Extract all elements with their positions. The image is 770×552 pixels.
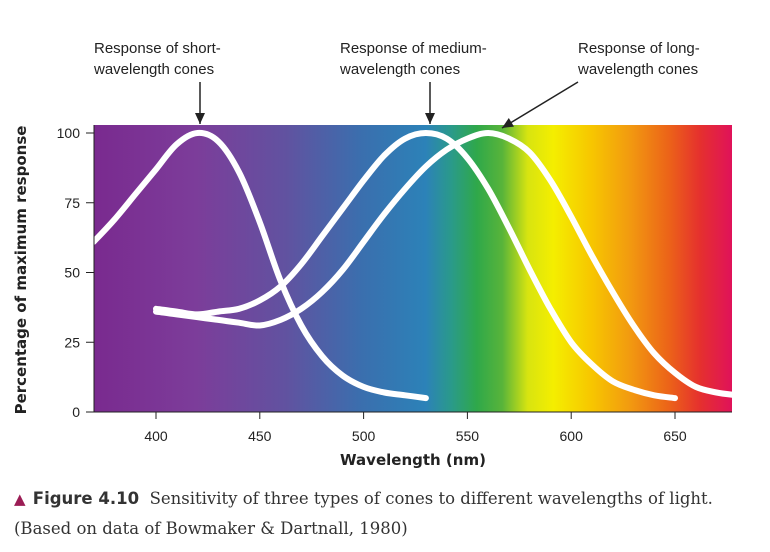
x-tick-label: 450 bbox=[248, 428, 272, 444]
x-tick-label: 600 bbox=[560, 428, 584, 444]
x-axis-title: Wavelength (nm) bbox=[340, 451, 486, 469]
annotation-long: Response of long-wavelength cones bbox=[501, 40, 700, 129]
annotation-text: Response of medium- bbox=[340, 40, 487, 57]
annotations: Response of short-wavelength conesRespon… bbox=[93, 40, 700, 129]
y-tick-label: 75 bbox=[64, 195, 80, 211]
figure-caption: ▲ Figure 4.10 Sensitivity of three types… bbox=[14, 484, 754, 543]
x-tick-label: 400 bbox=[144, 428, 168, 444]
annotation-text: wavelength cones bbox=[93, 61, 214, 78]
x-tick-label: 650 bbox=[663, 428, 687, 444]
caption-text: Sensitivity of three types of cones to d… bbox=[14, 489, 713, 538]
annotation-text: Response of long- bbox=[578, 40, 700, 57]
x-tick-label: 500 bbox=[352, 428, 376, 444]
axes bbox=[93, 125, 732, 413]
arrowhead-icon bbox=[502, 118, 514, 128]
annotation-medium: Response of medium-wavelength cones bbox=[339, 40, 487, 124]
curve-medium-wavelength bbox=[153, 130, 678, 402]
arrowhead-icon bbox=[195, 113, 205, 124]
curve-long-wavelength bbox=[153, 130, 732, 398]
curves-group bbox=[94, 129, 732, 402]
y-tick-label: 100 bbox=[57, 125, 81, 141]
y-tick-label: 0 bbox=[72, 404, 80, 420]
y-ticks: 0 25 50 75 100 bbox=[57, 125, 94, 420]
annotation-text: wavelength cones bbox=[577, 61, 698, 78]
curve-short-wavelength bbox=[94, 129, 429, 402]
annotation-short: Response of short-wavelength cones bbox=[93, 40, 221, 124]
caption-triangle-icon: ▲ bbox=[14, 490, 26, 508]
y-tick-label: 50 bbox=[64, 265, 80, 281]
x-tick-label: 550 bbox=[456, 428, 480, 444]
y-tick-label: 25 bbox=[64, 334, 80, 350]
x-ticks: 400 450 500 550 600 650 bbox=[144, 412, 687, 444]
annotation-text: wavelength cones bbox=[339, 61, 460, 78]
arrowhead-icon bbox=[425, 113, 435, 124]
caption-label: Figure 4.10 bbox=[32, 489, 140, 508]
y-axis-title: Percentage of maximum response bbox=[12, 126, 30, 415]
annotation-text: Response of short- bbox=[94, 40, 221, 57]
spectrum-background bbox=[94, 125, 732, 412]
annotation-arrow-line bbox=[501, 81, 579, 129]
